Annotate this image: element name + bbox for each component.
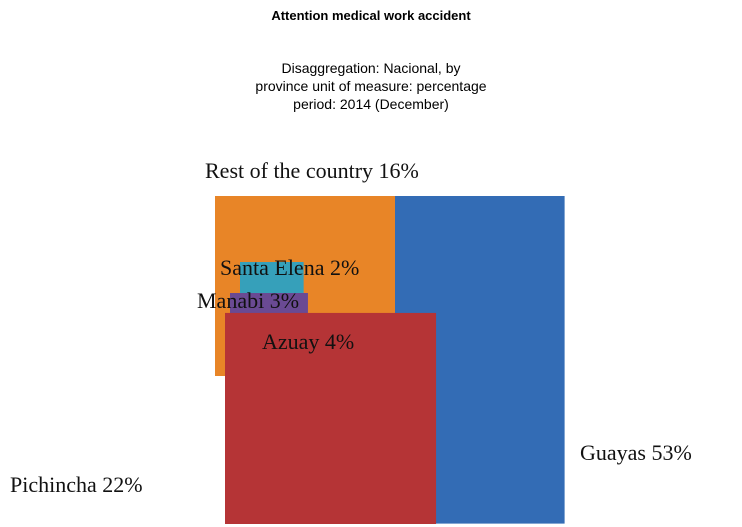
data-label: Azuay 4% <box>262 329 354 354</box>
data-label: Rest of the country 16% <box>205 158 419 183</box>
category-name: Manabi <box>197 288 264 313</box>
subtitle: province unit of measure: percentage <box>255 78 486 94</box>
square <box>225 312 437 524</box>
subtitle: Disaggregation: Nacional, by <box>282 60 461 76</box>
chart-title: Attention medical work accident <box>271 8 471 23</box>
data-label: Manabi 3% <box>197 288 299 313</box>
value-label: 53% <box>651 440 691 465</box>
value-label: 22% <box>102 472 142 497</box>
category-name: Azuay <box>262 329 319 354</box>
subtitle: period: 2014 (December) <box>293 96 449 112</box>
value-label: 16% <box>379 158 419 183</box>
category-name: Pichincha <box>10 472 97 497</box>
data-label: Guayas 53% <box>580 440 692 465</box>
value-label: 3% <box>270 288 299 313</box>
category-name: Rest of the country <box>205 158 373 183</box>
value-label: 4% <box>325 329 354 354</box>
value-label: 2% <box>330 255 359 280</box>
category-name: Santa Elena <box>220 255 325 280</box>
data-label: Santa Elena 2% <box>220 255 359 280</box>
category-name: Guayas <box>580 440 646 465</box>
data-label: Pichincha 22% <box>10 472 143 497</box>
